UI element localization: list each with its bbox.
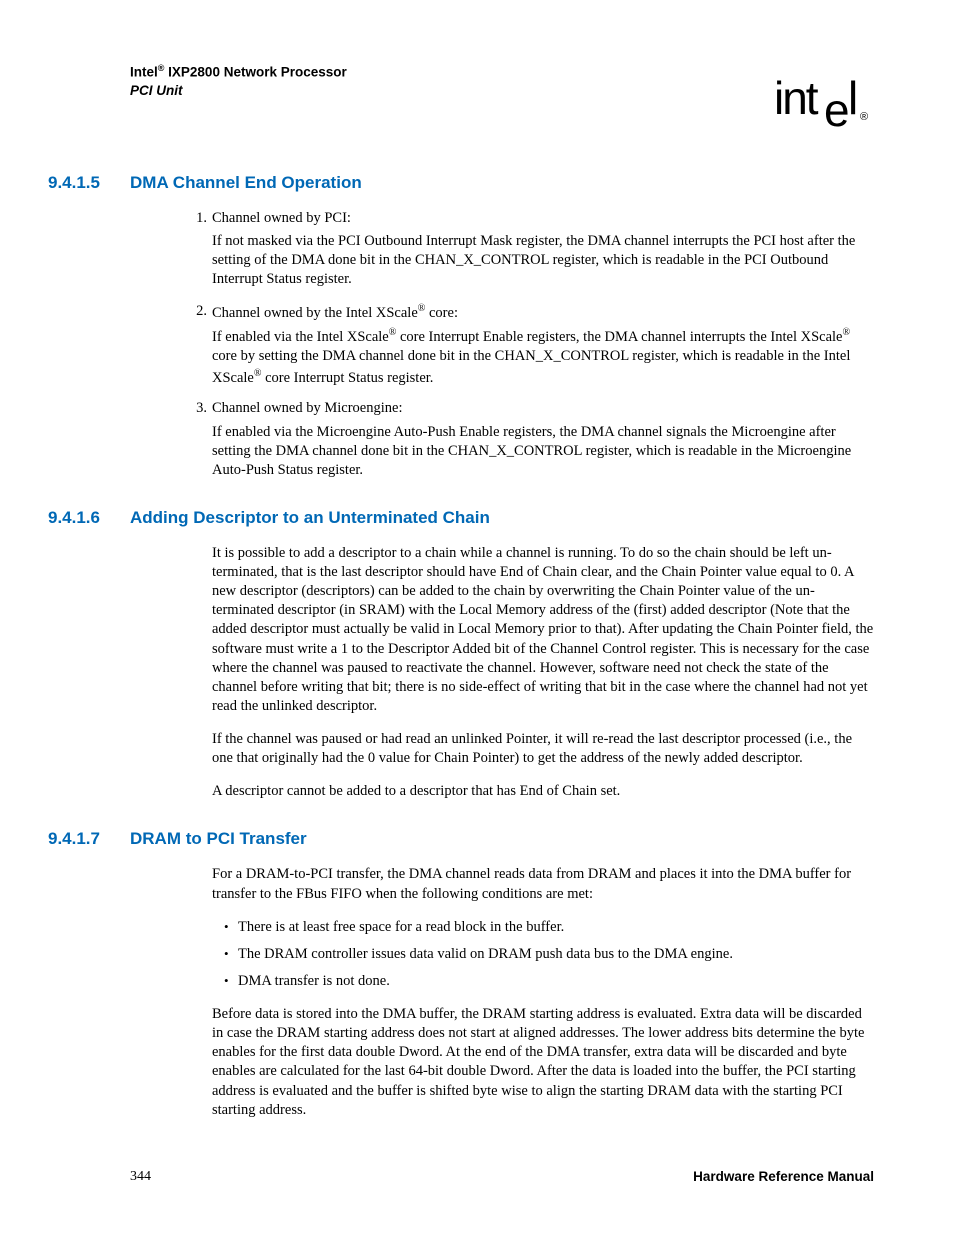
svg-text:l: l	[848, 80, 856, 124]
section-heading: 9.4.1.7 DRAM to PCI Transfer	[130, 829, 874, 849]
bullet-list: • There is at least free space for a rea…	[212, 918, 874, 991]
list-number: 1.	[187, 209, 207, 290]
paragraph: Before data is stored into the DMA buffe…	[212, 1005, 874, 1120]
list-content: The DRAM controller issues data valid on…	[238, 945, 874, 964]
section-title: Adding Descriptor to an Unterminated Cha…	[130, 508, 874, 528]
list-item: 3. Channel owned by Microengine: If enab…	[212, 399, 874, 480]
header-brand: Intel	[130, 65, 158, 80]
section-9-4-1-6: 9.4.1.6 Adding Descriptor to an Untermin…	[130, 508, 874, 802]
bullet-icon: •	[224, 972, 238, 991]
section-9-4-1-5: 9.4.1.5 DMA Channel End Operation 1. Cha…	[130, 173, 874, 480]
list-body: If not masked via the PCI Outbound Inter…	[212, 232, 874, 289]
intel-logo-svg: int e l ®	[774, 80, 874, 132]
list-item: • The DRAM controller issues data valid …	[224, 945, 874, 964]
svg-text:®: ®	[860, 111, 868, 123]
bullet-icon: •	[224, 945, 238, 964]
svg-text:int: int	[774, 80, 819, 124]
page-footer: 344 Hardware Reference Manual	[130, 1169, 874, 1185]
list-content: Channel owned by PCI: If not masked via …	[212, 209, 874, 290]
section-9-4-1-7: 9.4.1.7 DRAM to PCI Transfer For a DRAM-…	[130, 829, 874, 1119]
paragraph: A descriptor cannot be added to a descri…	[212, 782, 874, 801]
list-content: Channel owned by the Intel XScale® core:…	[212, 302, 874, 388]
section-body: For a DRAM-to-PCI transfer, the DMA chan…	[212, 865, 874, 1119]
page-content: Intel ® IXP2800 Network Processor PCI Uni…	[0, 0, 954, 1198]
document-title: Hardware Reference Manual	[693, 1169, 874, 1185]
list-lead: Channel owned by PCI:	[212, 209, 874, 228]
list-number: 3.	[187, 399, 207, 480]
section-body: 1. Channel owned by PCI: If not masked v…	[212, 209, 874, 480]
section-number: 9.4.1.7	[48, 829, 130, 849]
svg-text:e: e	[824, 84, 848, 132]
paragraph: It is possible to add a descriptor to a …	[212, 544, 874, 716]
header-product: IXP2800 Network Processor	[164, 65, 346, 80]
list-content: There is at least free space for a read …	[238, 918, 874, 937]
list-item: 1. Channel owned by PCI: If not masked v…	[212, 209, 874, 290]
section-body: It is possible to add a descriptor to a …	[212, 544, 874, 802]
section-title: DMA Channel End Operation	[130, 173, 874, 193]
paragraph: If the channel was paused or had read an…	[212, 730, 874, 768]
list-item: • There is at least free space for a rea…	[224, 918, 874, 937]
list-lead: Channel owned by Microengine:	[212, 399, 874, 418]
section-number: 9.4.1.5	[48, 173, 130, 193]
list-content: Channel owned by Microengine: If enabled…	[212, 399, 874, 480]
list-number: 2.	[187, 302, 207, 388]
page-number: 344	[130, 1169, 151, 1185]
section-title: DRAM to PCI Transfer	[130, 829, 874, 849]
list-item: 2. Channel owned by the Intel XScale® co…	[212, 302, 874, 388]
list-body: If enabled via the Intel XScale® core In…	[212, 326, 874, 387]
header-subtitle: PCI Unit	[130, 83, 183, 98]
section-heading: 9.4.1.5 DMA Channel End Operation	[130, 173, 874, 193]
list-item: • DMA transfer is not done.	[224, 972, 874, 991]
bullet-icon: •	[224, 918, 238, 937]
section-heading: 9.4.1.6 Adding Descriptor to an Untermin…	[130, 508, 874, 528]
section-number: 9.4.1.6	[48, 508, 130, 528]
list-content: DMA transfer is not done.	[238, 972, 874, 991]
paragraph: For a DRAM-to-PCI transfer, the DMA chan…	[212, 865, 874, 903]
intel-logo: int e l ®	[774, 80, 874, 141]
page-header: Intel ® IXP2800 Network Processor PCI Uni…	[130, 62, 874, 141]
list-lead: Channel owned by the Intel XScale® core:	[212, 302, 874, 323]
list-body: If enabled via the Microengine Auto-Push…	[212, 423, 874, 480]
header-text: Intel® IXP2800 Network Processor PCI Uni…	[130, 62, 347, 100]
